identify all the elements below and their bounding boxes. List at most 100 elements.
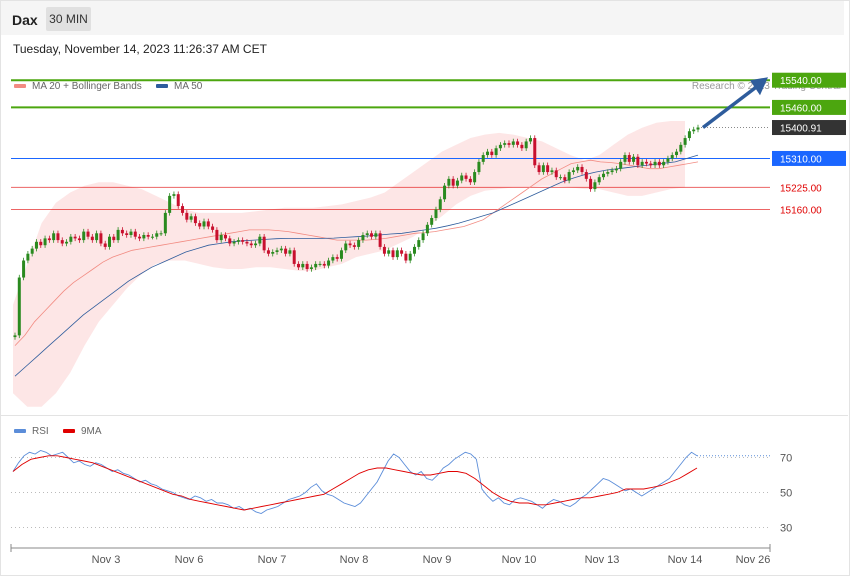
candle-body xyxy=(421,233,425,241)
candle-body xyxy=(408,253,412,261)
candle-body xyxy=(675,151,679,156)
candle-body xyxy=(17,277,21,336)
last-price-label: 15400.91 xyxy=(780,124,822,135)
candle-body xyxy=(567,172,571,181)
x-tick-label: Nov 9 xyxy=(423,554,452,566)
candle-body xyxy=(481,155,485,162)
candle-body xyxy=(39,241,43,246)
candle-body xyxy=(318,263,322,265)
candle-body xyxy=(395,250,399,258)
header-bar: Dax 30 MIN xyxy=(1,1,844,35)
candle-body xyxy=(305,263,309,270)
candle-body xyxy=(322,263,326,266)
candle-body xyxy=(34,241,38,249)
candle-body xyxy=(468,178,472,183)
candle-body xyxy=(593,182,597,190)
candle-body xyxy=(279,248,283,251)
candle-body xyxy=(99,233,103,244)
candle-body xyxy=(541,165,545,173)
pane-divider xyxy=(1,415,848,416)
candle-body xyxy=(486,151,490,156)
candle-body xyxy=(301,263,305,268)
candle-body xyxy=(662,161,666,166)
timeframe-button[interactable]: 30 MIN xyxy=(46,7,91,31)
candle-body xyxy=(455,180,459,186)
candle-body xyxy=(284,248,288,254)
candle-body xyxy=(125,233,129,235)
candle-body xyxy=(228,238,232,244)
candle-body xyxy=(211,226,215,230)
candle-body xyxy=(447,178,451,186)
candle-body xyxy=(400,250,404,254)
candle-body xyxy=(606,172,610,174)
candle-body xyxy=(103,243,107,247)
candle-body xyxy=(619,161,623,169)
datetime-label: Tuesday, November 14, 2023 11:26:37 AM C… xyxy=(13,42,267,56)
candle-body xyxy=(193,216,197,224)
x-tick-label: Nov 10 xyxy=(502,554,537,566)
candle-body xyxy=(632,156,636,162)
candle-body xyxy=(150,236,154,238)
candle-body xyxy=(185,212,189,220)
candle-body xyxy=(623,155,627,162)
candle-body xyxy=(528,138,532,142)
candle-body xyxy=(249,243,253,246)
candle-body xyxy=(636,156,640,166)
candle-body xyxy=(498,144,502,149)
candle-body xyxy=(477,161,481,173)
candle-body xyxy=(120,229,124,234)
candle-body xyxy=(412,246,416,254)
candle-body xyxy=(95,233,99,241)
candle-body xyxy=(163,212,167,234)
candle-body xyxy=(378,233,382,247)
candle-body xyxy=(391,250,395,258)
candle-body xyxy=(614,168,618,171)
candle-body xyxy=(434,209,438,218)
forecast-arrow-head xyxy=(750,77,768,96)
candle-body xyxy=(275,250,279,253)
legend-swatch-9ma xyxy=(63,429,75,434)
candle-body xyxy=(653,161,657,166)
bollinger-band xyxy=(13,121,685,407)
level-tag-resistance xyxy=(772,99,846,115)
legend-ma50: MA 50 xyxy=(156,81,202,92)
candle-body xyxy=(245,241,249,244)
forecast-arrow-shaft xyxy=(701,85,758,129)
candle-body xyxy=(443,185,447,200)
candle-body xyxy=(90,236,94,241)
candle-body xyxy=(516,141,520,145)
x-tick-label: Nov 14 xyxy=(668,554,703,566)
candle-body xyxy=(657,161,661,166)
candle-body xyxy=(365,233,369,235)
candle-body xyxy=(60,240,64,244)
candle-body xyxy=(82,231,86,241)
candle-body xyxy=(580,166,584,173)
ma20-line xyxy=(14,159,699,346)
candle-body xyxy=(524,141,528,149)
candle-body xyxy=(683,138,687,145)
candle-body xyxy=(69,236,73,242)
candle-body xyxy=(327,260,331,266)
candle-body xyxy=(30,248,34,254)
candle-body xyxy=(108,236,112,247)
legend-swatch-rsi xyxy=(14,429,26,434)
candle-body xyxy=(430,217,434,225)
last-price-tag xyxy=(772,120,846,136)
candle-body xyxy=(589,178,593,190)
candle-body xyxy=(258,236,262,244)
candle-body xyxy=(584,172,588,179)
legend-label-9ma: 9MA xyxy=(81,426,102,437)
candle-body xyxy=(417,240,421,247)
x-tick-label: Nov 3 xyxy=(92,554,121,566)
symbol-title: Dax xyxy=(12,12,38,28)
candle-body xyxy=(262,236,266,251)
candle-body xyxy=(382,246,386,254)
x-tick-label: Nov 13 xyxy=(585,554,620,566)
candle-body xyxy=(232,241,236,244)
credit-text: Research © 2023 Trading Central xyxy=(691,81,841,92)
candle-body xyxy=(627,155,631,162)
candle-body xyxy=(559,177,563,179)
rsi-tick-label: 50 xyxy=(780,488,792,500)
candle-body xyxy=(451,178,455,186)
